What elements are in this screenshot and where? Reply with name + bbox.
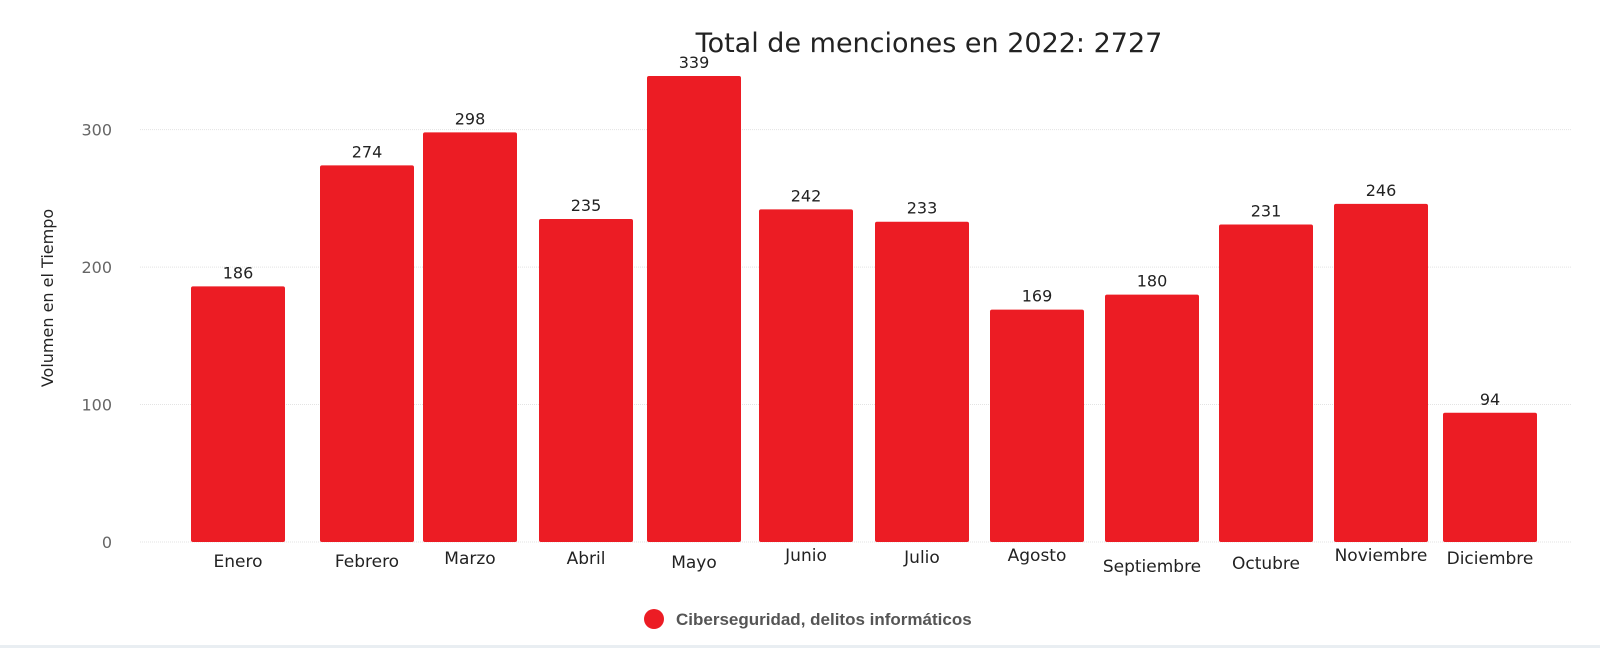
- bar-octubre: [1219, 224, 1313, 542]
- y-tick-label-0: 0: [102, 533, 112, 552]
- y-tick-label-100: 100: [81, 396, 112, 415]
- data-label-noviembre: 246: [1366, 181, 1397, 200]
- data-label-septiembre: 180: [1137, 272, 1168, 291]
- data-label-agosto: 169: [1022, 287, 1053, 306]
- x-tick-label-julio: Julio: [903, 548, 940, 568]
- data-label-mayo: 339: [679, 53, 710, 72]
- bar-marzo: [423, 132, 517, 543]
- bar-mayo: [647, 76, 741, 542]
- data-label-octubre: 231: [1251, 201, 1282, 220]
- chart-title: Total de menciones en 2022: 2727: [695, 28, 1163, 59]
- x-tick-label-septiembre: Septiembre: [1103, 557, 1201, 577]
- bottom-border: [0, 645, 1600, 648]
- legend-marker-icon: [644, 609, 664, 629]
- bar-diciembre: [1443, 412, 1537, 542]
- bars: [191, 76, 1537, 543]
- x-tick-label-febrero: Febrero: [335, 552, 399, 572]
- x-tick-label-diciembre: Diciembre: [1447, 549, 1534, 569]
- data-label-diciembre: 94: [1480, 390, 1500, 409]
- y-axis-ticks: 0 100 200 300: [81, 121, 112, 552]
- data-label-abril: 235: [571, 196, 602, 215]
- bar-febrero: [320, 165, 414, 543]
- bar-agosto: [990, 309, 1084, 542]
- data-label-junio: 242: [791, 186, 822, 205]
- legend-label: Ciberseguridad, delitos informáticos: [676, 610, 972, 629]
- data-label-febrero: 274: [352, 142, 383, 161]
- x-tick-label-enero: Enero: [214, 552, 263, 572]
- bar-septiembre: [1105, 294, 1199, 542]
- data-label-enero: 186: [223, 263, 254, 282]
- bar-abril: [539, 218, 633, 542]
- x-tick-label-abril: Abril: [567, 549, 606, 569]
- x-axis-ticks: Enero Febrero Marzo Abril Mayo Junio Julio Agos…: [214, 546, 1534, 577]
- x-tick-label-noviembre: Noviembre: [1335, 546, 1428, 566]
- data-label-marzo: 298: [455, 109, 486, 128]
- bar-junio: [759, 209, 853, 542]
- legend[interactable]: Ciberseguridad, delitos informáticos: [644, 609, 972, 629]
- data-labels: 186 274 298 235 339 242 233 169 180 231 246 94: [223, 53, 1500, 409]
- y-tick-label-200: 200: [81, 258, 112, 277]
- data-label-julio: 233: [907, 199, 938, 218]
- x-tick-label-agosto: Agosto: [1008, 546, 1067, 566]
- bar-noviembre: [1334, 203, 1428, 543]
- bar-julio: [875, 221, 969, 542]
- x-tick-label-mayo: Mayo: [671, 553, 717, 573]
- x-tick-label-junio: Junio: [784, 546, 827, 566]
- bar-enero: [191, 286, 285, 542]
- x-tick-label-marzo: Marzo: [444, 549, 495, 569]
- y-tick-label-300: 300: [81, 121, 112, 140]
- x-tick-label-octubre: Octubre: [1232, 554, 1300, 574]
- y-axis-label: Volumen en el Tiempo: [38, 209, 57, 387]
